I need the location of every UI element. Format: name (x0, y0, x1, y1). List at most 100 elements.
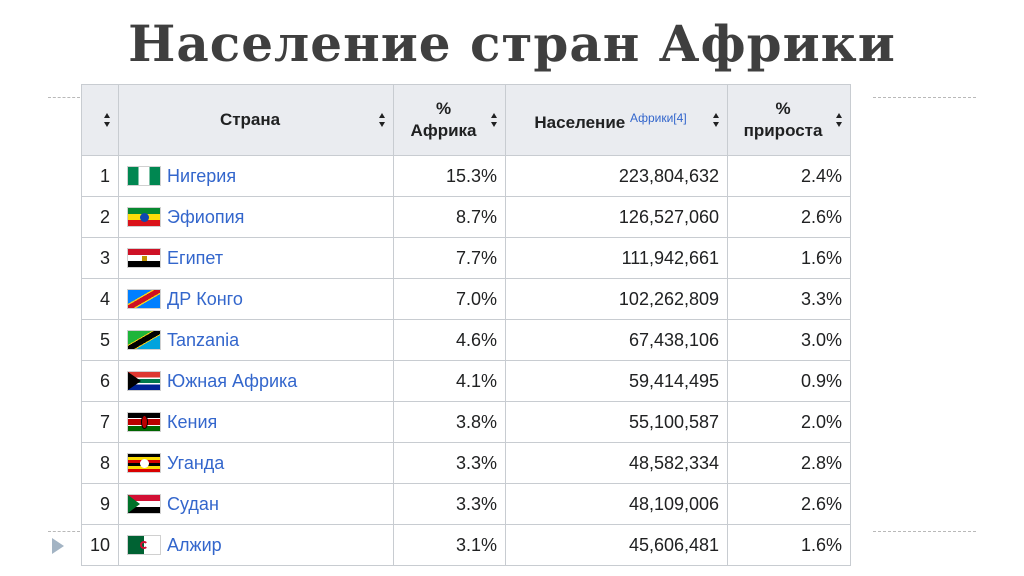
country-cell: Кения (118, 401, 395, 443)
country-link[interactable]: Tanzania (167, 329, 240, 350)
table-row: 3 Египет 7.7% 111,942,661 1.6% (80, 237, 852, 279)
growth-cell: 2.0% (727, 401, 852, 443)
share-cell: 15.3% (393, 155, 507, 197)
flag-icon (127, 453, 162, 473)
rank-cell: 7 (80, 401, 120, 443)
country-link[interactable]: Эфиопия (167, 206, 245, 227)
share-cell: 4.6% (393, 319, 507, 361)
rank-cell: 8 (80, 442, 120, 484)
table-row: 7 Кения 3.8% 55,100,587 2.0% (80, 401, 852, 443)
country-cell: Судан (118, 483, 395, 525)
growth-cell: 2.4% (727, 155, 852, 197)
population-cell: 59,414,495 (505, 360, 729, 402)
table-row: 9 Судан 3.3% 48,109,006 2.6% (80, 483, 852, 525)
table-header-row: Страна % Африка Население Африки[4] % пр… (80, 84, 852, 156)
population-cell: 48,109,006 (505, 483, 729, 525)
sort-icon[interactable] (379, 113, 386, 127)
growth-cell: 2.6% (727, 483, 852, 525)
rank-cell: 1 (80, 155, 120, 197)
country-link[interactable]: Алжир (167, 534, 222, 555)
population-cell: 102,262,809 (505, 278, 729, 320)
sort-icon[interactable] (104, 113, 111, 127)
population-cell: 48,582,334 (505, 442, 729, 484)
header-rank[interactable] (80, 84, 120, 156)
population-cell: 55,100,587 (505, 401, 729, 443)
share-cell: 4.1% (393, 360, 507, 402)
growth-cell: 2.8% (727, 442, 852, 484)
flag-icon (127, 330, 162, 350)
share-cell: 3.1% (393, 524, 507, 566)
sort-icon[interactable] (491, 113, 498, 127)
country-link[interactable]: Нигерия (167, 165, 237, 186)
flag-icon (127, 412, 162, 432)
flag-icon (127, 248, 162, 268)
rank-cell: 9 (80, 483, 120, 525)
country-cell: Алжир (118, 524, 395, 566)
slide-divider (873, 531, 976, 532)
growth-cell: 1.6% (727, 524, 852, 566)
slide-title: Население стран Африки (128, 14, 896, 73)
bullet-arrow-icon (52, 538, 64, 554)
share-cell: 8.7% (393, 196, 507, 238)
header-growth[interactable]: % прироста (727, 84, 852, 156)
header-growth-line1: % (775, 99, 791, 118)
slide-divider (48, 531, 80, 532)
flag-icon (127, 371, 162, 391)
growth-cell: 1.6% (727, 237, 852, 279)
country-link[interactable]: ДР Конго (167, 288, 243, 309)
rank-cell: 6 (80, 360, 120, 402)
country-link[interactable]: Кения (167, 411, 218, 432)
flag-icon (127, 289, 162, 309)
country-link[interactable]: Судан (167, 493, 219, 514)
growth-cell: 0.9% (727, 360, 852, 402)
sort-icon[interactable] (713, 113, 720, 127)
country-cell: Уганда (118, 442, 395, 484)
sort-icon[interactable] (836, 113, 843, 127)
rank-cell: 4 (80, 278, 120, 320)
header-growth-line2: прироста (743, 121, 823, 140)
header-share[interactable]: % Африка (393, 84, 507, 156)
table-row: 1 Нигерия 15.3% 223,804,632 2.4% (80, 155, 852, 197)
slide-divider (873, 97, 976, 98)
growth-cell: 3.0% (727, 319, 852, 361)
country-link[interactable]: Египет (167, 247, 224, 268)
header-country[interactable]: Страна (118, 84, 395, 156)
growth-cell: 3.3% (727, 278, 852, 320)
flag-icon (127, 166, 162, 186)
country-cell: ДР Конго (118, 278, 395, 320)
table-row: 8 Уганда 3.3% 48,582,334 2.8% (80, 442, 852, 484)
reference-link[interactable]: Африки[4] (629, 110, 687, 125)
table-row: 10 Алжир 3.1% 45,606,481 1.6% (80, 524, 852, 566)
population-cell: 45,606,481 (505, 524, 729, 566)
share-cell: 3.8% (393, 401, 507, 443)
table-row: 6 Южная Африка 4.1% 59,414,495 0.9% (80, 360, 852, 402)
country-link[interactable]: Уганда (167, 452, 225, 473)
country-cell: Нигерия (118, 155, 395, 197)
share-cell: 7.0% (393, 278, 507, 320)
country-cell: Египет (118, 237, 395, 279)
country-link[interactable]: Южная Африка (167, 370, 298, 391)
header-population-label: Население Африки[4] (514, 107, 719, 134)
header-share-line2: Африка (410, 121, 477, 140)
share-cell: 3.3% (393, 483, 507, 525)
country-cell: Южная Африка (118, 360, 395, 402)
population-cell: 126,527,060 (505, 196, 729, 238)
country-cell: Эфиопия (118, 196, 395, 238)
population-cell: 223,804,632 (505, 155, 729, 197)
rank-cell: 10 (80, 524, 120, 566)
population-cell: 67,438,106 (505, 319, 729, 361)
table-row: 4 ДР Конго 7.0% 102,262,809 3.3% (80, 278, 852, 320)
rank-cell: 2 (80, 196, 120, 238)
share-cell: 3.3% (393, 442, 507, 484)
rank-cell: 3 (80, 237, 120, 279)
header-population-text: Население (534, 112, 626, 132)
rank-cell: 5 (80, 319, 120, 361)
growth-cell: 2.6% (727, 196, 852, 238)
share-cell: 7.7% (393, 237, 507, 279)
header-country-label: Страна (219, 110, 281, 129)
population-cell: 111,942,661 (505, 237, 729, 279)
header-share-line1: % (435, 99, 452, 118)
country-cell: Tanzania (118, 319, 395, 361)
slide-divider (48, 97, 80, 98)
header-population[interactable]: Население Африки[4] (505, 84, 729, 156)
